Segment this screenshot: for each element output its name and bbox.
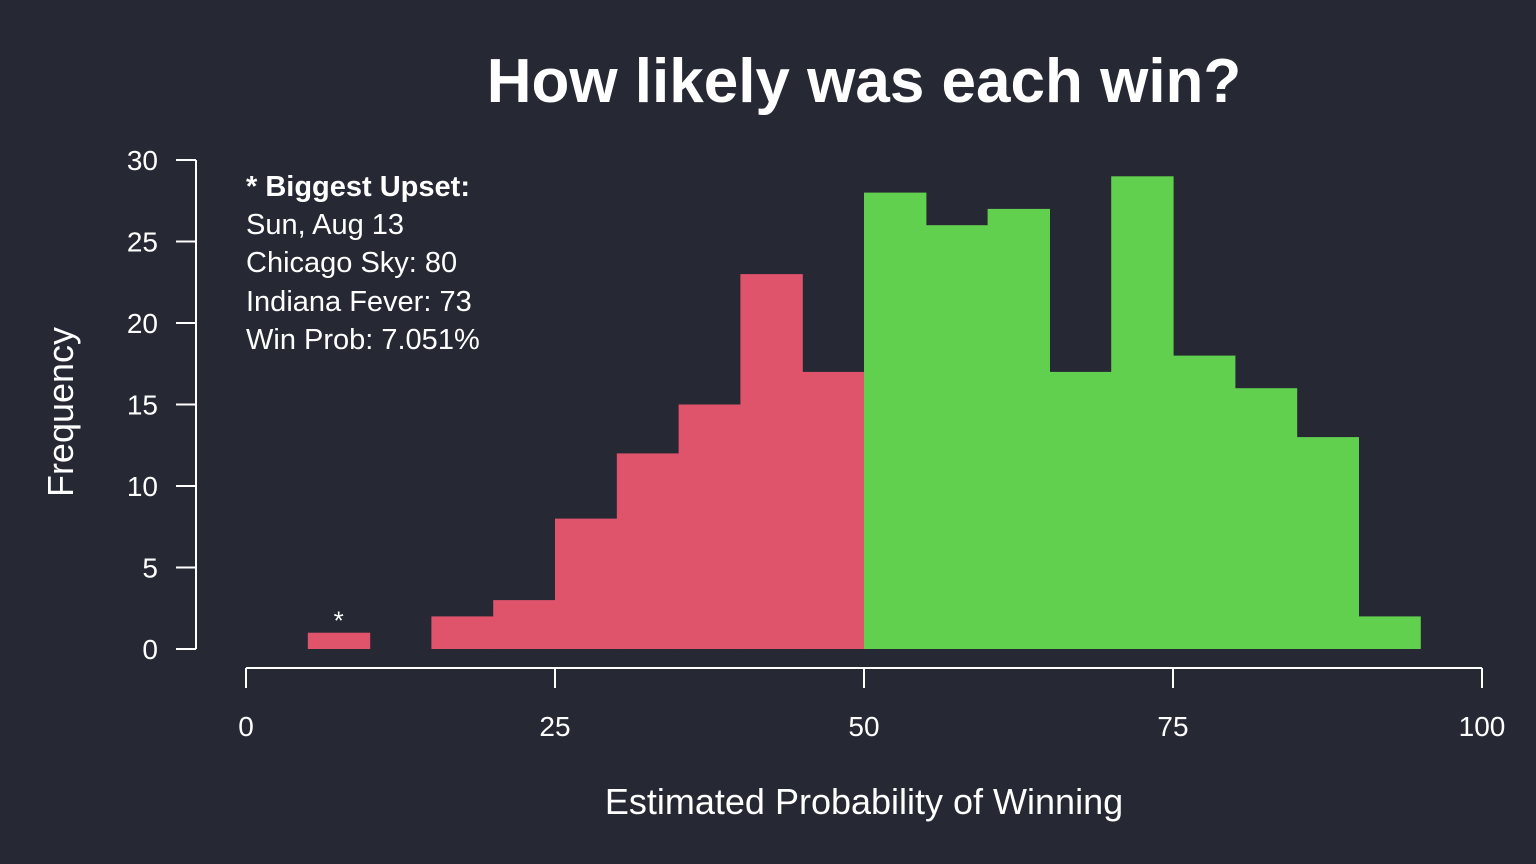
histogram-bar [431, 616, 494, 649]
x-axis: 0 25 50 75 100 [238, 667, 1506, 742]
histogram-bar [678, 404, 741, 649]
y-tick-label: 5 [142, 553, 158, 584]
annotation-heading: * Biggest Upset: [246, 171, 470, 203]
histogram-bar [802, 371, 865, 649]
histogram-bar [493, 600, 556, 649]
bars-group [307, 176, 1421, 650]
y-axis: 0 5 10 15 20 25 30 [127, 145, 197, 665]
y-tick-label: 20 [127, 308, 158, 339]
annotation-line-team2: Indiana Fever: 73 [246, 286, 472, 318]
y-tick-label: 25 [127, 227, 158, 258]
y-tick-label: 0 [142, 634, 158, 665]
x-tick-label: 50 [848, 711, 879, 742]
y-tick-label: 15 [127, 390, 158, 421]
x-tick-label: 25 [539, 711, 570, 742]
x-tick-label: 75 [1157, 711, 1188, 742]
histogram-bar [1296, 437, 1359, 649]
x-tick-label: 0 [238, 711, 254, 742]
upset-annotation: * Biggest Upset: Sun, Aug 13 Chicago Sky… [246, 171, 480, 356]
histogram-bar [1111, 176, 1174, 650]
histogram-bar [1049, 371, 1112, 649]
annotation-line-date: Sun, Aug 13 [246, 209, 404, 241]
histogram-bar [987, 208, 1050, 649]
annotation-line-winprob: Win Prob: 7.051% [246, 324, 480, 356]
y-tick-label: 30 [127, 145, 158, 176]
histogram-bar [307, 632, 371, 649]
x-axis-label: Estimated Probability of Winning [605, 781, 1123, 822]
y-axis-label: Frequency [40, 327, 81, 497]
histogram-bar [616, 453, 680, 649]
histogram-bar [864, 192, 927, 649]
histogram-bar [1234, 388, 1298, 649]
histogram-bar [1173, 355, 1236, 649]
annotation-line-team1: Chicago Sky: 80 [246, 247, 457, 279]
histogram-bar [555, 518, 618, 649]
x-tick-label: 100 [1459, 711, 1506, 742]
chart-title: How likely was each win? [487, 47, 1242, 116]
upset-marker: * [334, 606, 344, 636]
y-tick-label: 10 [127, 471, 158, 502]
histogram-bar [1358, 616, 1421, 649]
histogram-bar [925, 225, 989, 649]
histogram-bar [740, 274, 803, 649]
